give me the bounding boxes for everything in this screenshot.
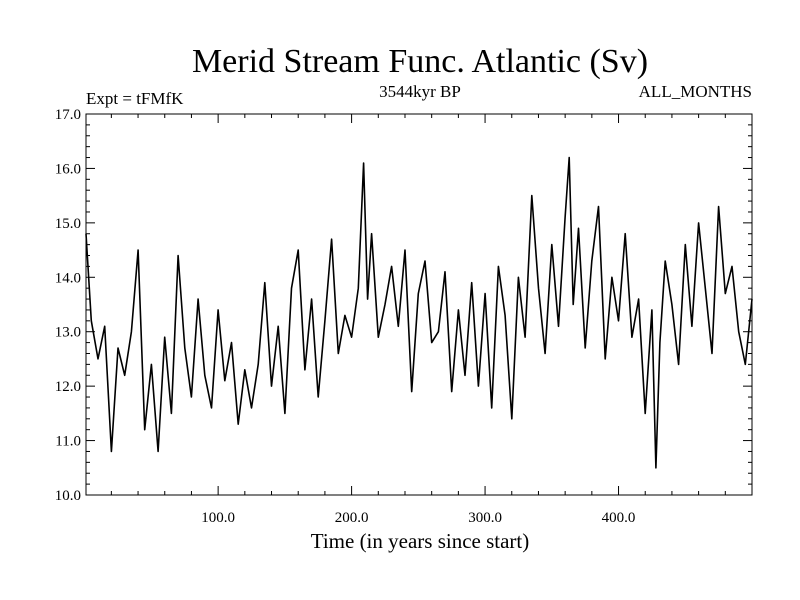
x-axis-label: Time (in years since start) <box>311 529 530 553</box>
y-tick-label: 13.0 <box>55 325 81 341</box>
x-tick-label: 100.0 <box>201 510 235 526</box>
x-tick-label: 400.0 <box>602 510 636 526</box>
y-tick-label: 10.0 <box>55 488 81 504</box>
x-tick-label: 300.0 <box>468 510 502 526</box>
x-tick-label: 200.0 <box>335 510 369 526</box>
y-tick-label: 12.0 <box>55 379 81 395</box>
chart-title: Merid Stream Func. Atlantic (Sv) <box>192 43 648 80</box>
subtitle-center: 3544kyr BP <box>379 82 461 101</box>
y-tick-label: 14.0 <box>55 270 81 286</box>
subtitle-right: ALL_MONTHS <box>639 82 752 101</box>
y-tick-label: 16.0 <box>55 161 81 177</box>
y-tick-label: 15.0 <box>55 216 81 232</box>
y-tick-label: 11.0 <box>55 434 81 450</box>
subtitle-left: Expt = tFMfK <box>86 89 184 108</box>
series-line-0 <box>85 156 753 469</box>
plot-area: 10.0 11.0 12.0 13.0 14.0 15.0 16.0 17.0 100.0 200… <box>55 107 753 526</box>
plot-frame <box>85 113 753 496</box>
y-tick-label: 17.0 <box>55 107 81 123</box>
